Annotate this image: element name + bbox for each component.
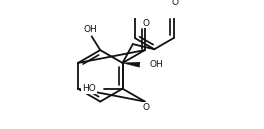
Text: O: O	[142, 103, 149, 112]
Polygon shape	[122, 62, 140, 67]
Text: HO: HO	[82, 84, 96, 93]
Text: O: O	[171, 0, 178, 7]
Text: OH: OH	[83, 25, 97, 34]
Text: O: O	[142, 19, 149, 28]
Text: OH: OH	[150, 60, 164, 69]
